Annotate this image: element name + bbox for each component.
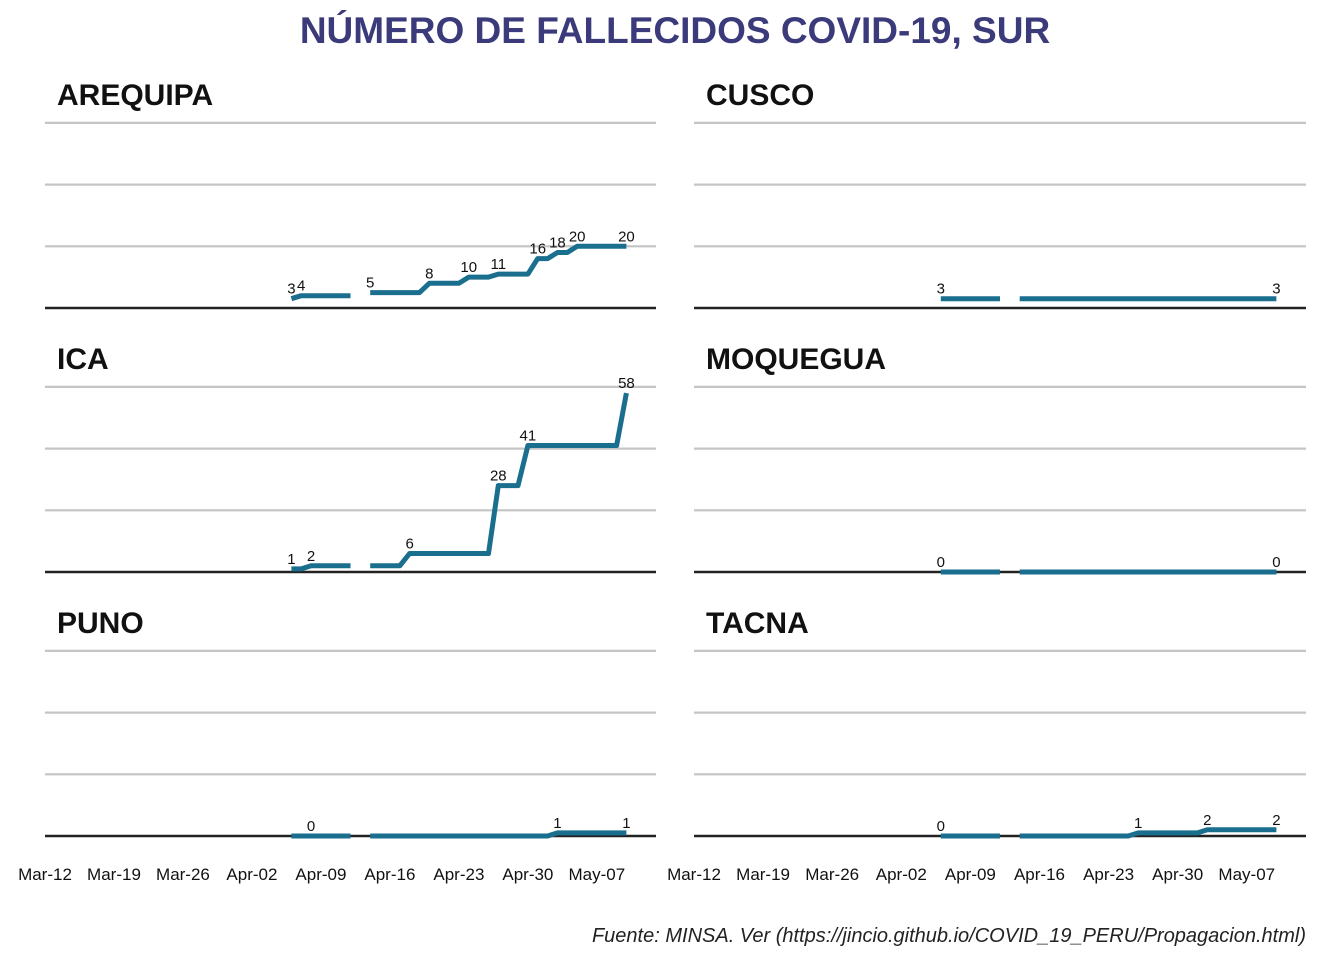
panel-moquegua: MOQUEGUA 0 0 [694,343,1306,575]
series-line-arequipa [370,243,627,296]
data-label: 2 [307,548,315,565]
series-line-ica [370,392,629,569]
data-label: 41 [520,428,537,445]
data-label: 0 [937,554,945,571]
data-label: 16 [529,241,546,258]
data-label: 5 [366,275,374,292]
x-tick-label: Apr-02 [226,865,277,884]
series-line-arequipa [290,293,351,302]
x-tick-label: Mar-26 [805,865,859,884]
x-tick-label: Apr-02 [876,865,927,884]
data-label: 3 [287,281,295,298]
data-label: 28 [490,468,507,485]
series-line-ica [291,563,351,572]
panel-puno: PUNO 0 1 1 Mar-12 Mar-19 Mar-26 Apr-02 Apr-09 Apr… [18,607,656,884]
x-tick-label: Apr-23 [1083,865,1134,884]
data-label: 20 [569,228,586,245]
x-tick-label: Apr-30 [1152,865,1203,884]
data-label: 1 [622,815,630,832]
panel-title-ica: ICA [57,343,109,376]
data-label: 2 [1272,812,1280,829]
data-label: 0 [307,818,315,835]
panel-title-cusco: CUSCO [706,79,814,112]
chart-caption: Fuente: MINSA. Ver (https://jincio.githu… [592,925,1306,947]
x-tick-label: Apr-23 [433,865,484,884]
panel-title-moquegua: MOQUEGUA [706,343,886,376]
data-label: 58 [618,375,635,392]
series-line-tacna [1019,827,1277,839]
x-tick-label: Apr-09 [945,865,996,884]
data-label: 10 [460,259,477,276]
x-tick-label: May-07 [1218,865,1275,884]
x-tick-label: Apr-09 [295,865,346,884]
data-label: 1 [287,551,295,568]
x-tick-label: Mar-26 [156,865,210,884]
data-label: 4 [297,278,305,295]
panel-title-puno: PUNO [57,607,144,640]
data-label: 3 [937,281,945,298]
data-label: 1 [553,815,561,832]
data-label: 6 [405,535,413,552]
data-label: 8 [425,265,433,282]
panel-title-tacna: TACNA [706,607,809,640]
series-line-puno [370,830,627,839]
data-label: 18 [549,234,566,251]
x-tick-label: May-07 [569,865,626,884]
x-tick-label: Mar-12 [667,865,721,884]
x-tick-label: Apr-16 [1014,865,1065,884]
data-label: 1 [1134,815,1142,832]
data-label: 11 [491,256,507,273]
panel-ica: ICA 1 2 6 28 41 58 [45,343,656,574]
data-label: 0 [937,818,945,835]
data-label: 0 [1272,554,1280,571]
x-tick-label: Apr-16 [364,865,415,884]
panel-tacna: TACNA 0 1 2 2 Mar-12 Mar-19 Mar-26 Apr-02 Apr-09 A… [667,607,1306,884]
data-label: 2 [1203,812,1211,829]
x-tick-label: Apr-30 [502,865,553,884]
chart-title: NÚMERO DE FALLECIDOS COVID-19, SUR [300,9,1050,51]
x-tick-label: Mar-12 [18,865,72,884]
data-label: 3 [1272,281,1280,298]
x-tick-label: Mar-19 [87,865,141,884]
x-tick-label: Mar-19 [736,865,790,884]
data-label: 20 [618,228,635,245]
panel-title-arequipa: AREQUIPA [57,79,213,112]
panel-cusco: CUSCO 3 3 [694,79,1306,310]
